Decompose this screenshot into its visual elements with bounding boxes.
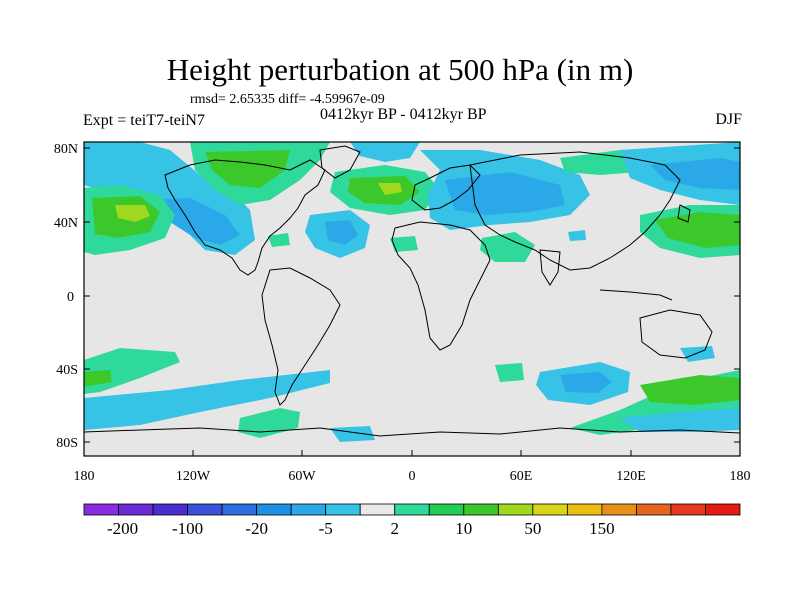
contour-green-canada-core bbox=[205, 150, 290, 188]
colorbar-box bbox=[290, 503, 327, 516]
contour-blue-india bbox=[568, 230, 586, 241]
contour-green-middle-east bbox=[480, 232, 535, 262]
coastline-south-america bbox=[261, 267, 341, 406]
contour-green-northafrica bbox=[390, 236, 418, 252]
lon-tick-0: 0 bbox=[409, 469, 416, 484]
colorbar-box bbox=[221, 503, 258, 516]
contour-blue-australia-south bbox=[680, 346, 715, 362]
contour-green-japan-core bbox=[655, 212, 740, 248]
colorbar-label: 150 bbox=[589, 519, 615, 538]
lat-tick-80n: 80N bbox=[54, 142, 78, 157]
contour-blue-arctic bbox=[350, 142, 420, 162]
colorbar-box bbox=[636, 503, 672, 516]
contour-yellow-pacific bbox=[115, 205, 150, 222]
colorbar-box bbox=[359, 503, 396, 516]
lon-tick-120e: 120E bbox=[616, 469, 646, 484]
coastline-australia bbox=[639, 309, 713, 359]
colorbar-box bbox=[566, 503, 603, 516]
contour-green-south-atlantic bbox=[495, 363, 524, 382]
contour-blue-southern-ocean bbox=[84, 370, 330, 430]
colorbar-boxes bbox=[83, 503, 741, 516]
colorbar-box bbox=[83, 503, 119, 516]
colorbar-box bbox=[187, 503, 223, 516]
colorbar-label: 50 bbox=[524, 519, 541, 538]
coastline-north-america bbox=[164, 159, 326, 276]
colorbar-box bbox=[497, 503, 534, 516]
coastline-greenland bbox=[319, 145, 361, 179]
coastline-antarctica bbox=[84, 427, 740, 437]
map-title: Height perturbation at 500 hPa (in m) bbox=[166, 52, 634, 87]
lat-tick-40s: 40S bbox=[56, 363, 78, 378]
colorbar-label: -200 bbox=[107, 519, 138, 538]
lat-axis: 80N 40N 0 40S 80S bbox=[54, 142, 740, 451]
coastline-indonesia bbox=[599, 289, 673, 301]
contour-fields bbox=[84, 142, 740, 442]
contour-green-southeast-core bbox=[640, 375, 740, 405]
colorbar-box bbox=[428, 503, 465, 516]
experiment-label: Expt = teiT7-teiN7 bbox=[83, 112, 205, 129]
lat-tick-40n: 40N bbox=[54, 216, 78, 231]
contour-blue-north-america-core bbox=[150, 198, 240, 245]
lon-tick-120w: 120W bbox=[176, 469, 211, 484]
lat-tick-0: 0 bbox=[67, 290, 74, 305]
coastline-europe bbox=[411, 164, 481, 211]
coastline-india bbox=[539, 249, 561, 286]
coastlines bbox=[84, 145, 740, 437]
contour-yellow-atlantic bbox=[378, 183, 402, 195]
lon-tick-60w: 60W bbox=[288, 469, 316, 484]
colorbar-box bbox=[325, 503, 361, 516]
colorbar-labels: -200 -100 -20 -5 2 10 50 150 bbox=[107, 519, 615, 538]
coastline-japan bbox=[677, 204, 691, 223]
colorbar-box bbox=[705, 503, 741, 516]
colorbar-box bbox=[532, 503, 568, 516]
lon-axis: 180 120W 60W 0 60E 120E 180 bbox=[74, 450, 751, 484]
contour-blue-northeast-core bbox=[650, 158, 740, 190]
colorbar-label: 2 bbox=[390, 519, 399, 538]
contour-green-south-pacific-core bbox=[84, 370, 112, 386]
colorbar-box bbox=[463, 503, 499, 516]
season-label: DJF bbox=[715, 111, 742, 128]
contour-blue-drake bbox=[330, 426, 375, 442]
colorbar-box bbox=[601, 503, 637, 516]
lat-tick-80s: 80S bbox=[56, 436, 78, 451]
contour-blue-southeast bbox=[620, 408, 740, 432]
lon-tick-180e: 180 bbox=[730, 469, 751, 484]
period-label: 0412kyr BP - 0412kyr BP bbox=[320, 106, 487, 123]
colorbar-box bbox=[394, 503, 430, 516]
lon-tick-60e: 60E bbox=[510, 469, 533, 484]
colorbar-box bbox=[118, 503, 154, 516]
colorbar-box bbox=[152, 503, 188, 516]
contour-green-gulf bbox=[268, 233, 290, 247]
coastline-africa bbox=[391, 221, 491, 351]
colorbar-label: 10 bbox=[455, 519, 472, 538]
coastline-asia bbox=[469, 151, 681, 271]
colorbar-label: -5 bbox=[319, 519, 333, 538]
colorbar-box bbox=[256, 503, 292, 516]
contour-blue-atlantic-core bbox=[325, 220, 358, 245]
colorbar-label: -20 bbox=[245, 519, 268, 538]
stats-label: rmsd= 2.65335 diff= -4.59967e-09 bbox=[190, 92, 385, 107]
contour-blue-indian-ocean-core bbox=[560, 372, 612, 393]
colorbar-label: -100 bbox=[172, 519, 203, 538]
lon-tick-180w: 180 bbox=[74, 469, 95, 484]
colorbar-box bbox=[670, 503, 706, 516]
